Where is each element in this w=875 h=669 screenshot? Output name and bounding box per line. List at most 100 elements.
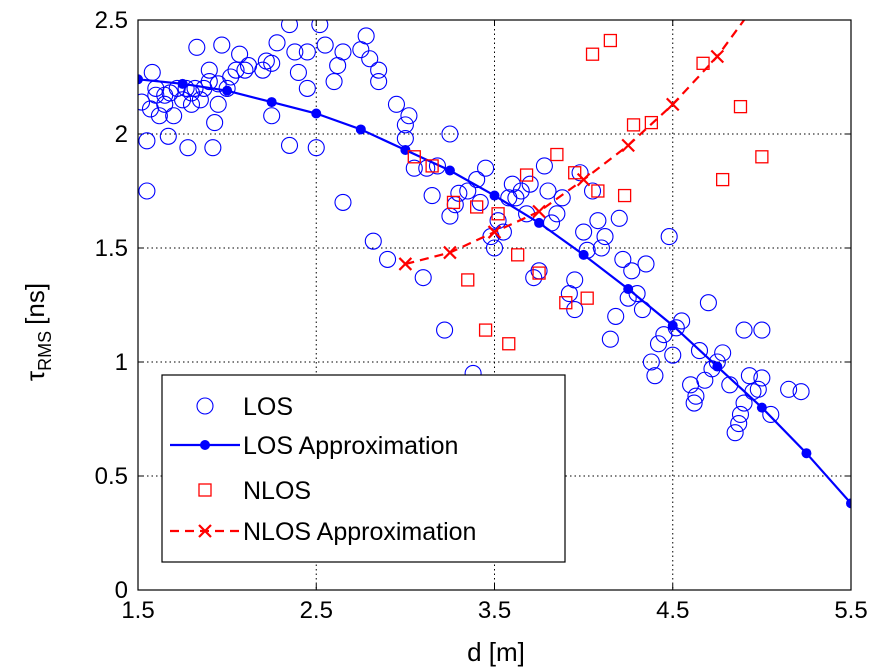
los-point: [548, 205, 566, 223]
los-point: [583, 182, 602, 200]
los-approximation-point: [266, 97, 277, 108]
nlos-point: [591, 184, 605, 198]
los-point: [512, 182, 530, 200]
los-point: [649, 335, 668, 353]
x-tick-label: 1.5: [121, 597, 154, 624]
nlos-point: [446, 195, 461, 210]
los-point: [428, 157, 447, 175]
legend-label: NLOS: [243, 477, 311, 505]
y-axis-ticks: 0 0.5 1 1.5 2 2.5: [95, 7, 851, 604]
legend-item: NLOS: [198, 477, 311, 505]
los-point: [396, 116, 414, 134]
los-point: [147, 86, 165, 104]
los-point: [156, 95, 174, 113]
series-layer: [138, 20, 851, 509]
los-point: [204, 139, 222, 157]
los-point: [646, 367, 664, 385]
series-nlos: [407, 33, 769, 351]
los-point: [485, 239, 504, 257]
los-point: [405, 159, 423, 177]
los-point: [280, 136, 299, 154]
los-point: [539, 182, 557, 200]
los-point: [206, 114, 224, 132]
legend-box: [161, 374, 566, 563]
los-point: [566, 271, 584, 289]
los-point: [200, 73, 218, 91]
los-approximation-point: [712, 361, 723, 372]
y-axis-label-unit: [ns]: [20, 283, 50, 325]
nlos-approximation-point: [621, 138, 635, 153]
los-approximation-point: [138, 74, 143, 85]
los-point: [726, 424, 744, 442]
nlos-point: [511, 248, 525, 262]
los-point: [364, 232, 382, 250]
los-approximation-point: [667, 320, 678, 331]
los-approximation-point: [311, 108, 322, 119]
los-point: [150, 107, 168, 125]
los-point: [263, 54, 281, 72]
los-point: [186, 79, 204, 97]
los-point: [188, 38, 206, 56]
x-tick-label: 5.5: [834, 597, 867, 624]
los-point: [637, 255, 655, 273]
los-approximation-point: [801, 448, 812, 459]
los-point: [450, 184, 468, 202]
legend-label: LOS: [243, 393, 293, 421]
legend-symbol-los-approx-dot: [200, 440, 210, 450]
los-point: [607, 307, 625, 325]
los-approximation-point: [623, 284, 634, 295]
los-point: [191, 91, 209, 109]
los-point: [334, 43, 352, 61]
los-point: [471, 193, 489, 211]
y-tick-label: 2: [115, 121, 128, 148]
y-axis-label: τRMS [ns]: [20, 283, 55, 381]
nlos-point: [461, 273, 475, 287]
legend-item: LOS Approximation: [170, 432, 458, 460]
y-tick-label: 0: [115, 577, 128, 604]
los-point: [311, 20, 329, 34]
los-point: [623, 262, 641, 280]
nlos-point: [733, 99, 748, 114]
svg-text:τRMS[ns]: τRMS [ns]: [20, 283, 55, 381]
los-point: [566, 301, 584, 319]
los-approximation-point: [846, 498, 851, 509]
series-los: [138, 20, 810, 442]
los-point: [780, 380, 798, 398]
los-point: [660, 228, 678, 246]
los-point: [254, 61, 272, 79]
plot-frame: [137, 19, 852, 591]
los-point: [614, 250, 632, 268]
nlos-point: [644, 115, 659, 130]
los-point: [699, 294, 717, 312]
los-approximation-point: [222, 85, 233, 96]
nlos-approximation-point: [443, 245, 457, 260]
los-point: [268, 34, 286, 52]
nlos-point: [407, 150, 421, 164]
los-point: [762, 405, 780, 423]
nlos-point: [568, 166, 582, 180]
los-point: [525, 269, 543, 287]
los-point: [571, 164, 589, 182]
nlos-approximation-point: [710, 49, 725, 64]
los-point: [507, 189, 525, 207]
los-point: [138, 182, 156, 200]
los-point: [459, 182, 477, 200]
nlos-approximation-point: [576, 172, 591, 187]
los-point: [227, 61, 245, 79]
x-axis-label: d [m]: [467, 637, 525, 667]
los-point: [387, 95, 406, 113]
los-point: [138, 132, 156, 150]
los-point: [503, 175, 521, 193]
los-approximation-point: [578, 249, 589, 260]
los-point: [714, 344, 732, 362]
axes-frame: [137, 19, 852, 591]
los-point: [159, 127, 177, 145]
los-point: [521, 175, 539, 193]
los-point: [731, 405, 750, 423]
los-point: [307, 139, 325, 157]
los-point: [535, 157, 553, 175]
los-point: [685, 394, 703, 412]
legend-item: NLOS Approximation: [170, 518, 476, 546]
los-point: [370, 61, 388, 79]
los-point: [378, 250, 397, 268]
